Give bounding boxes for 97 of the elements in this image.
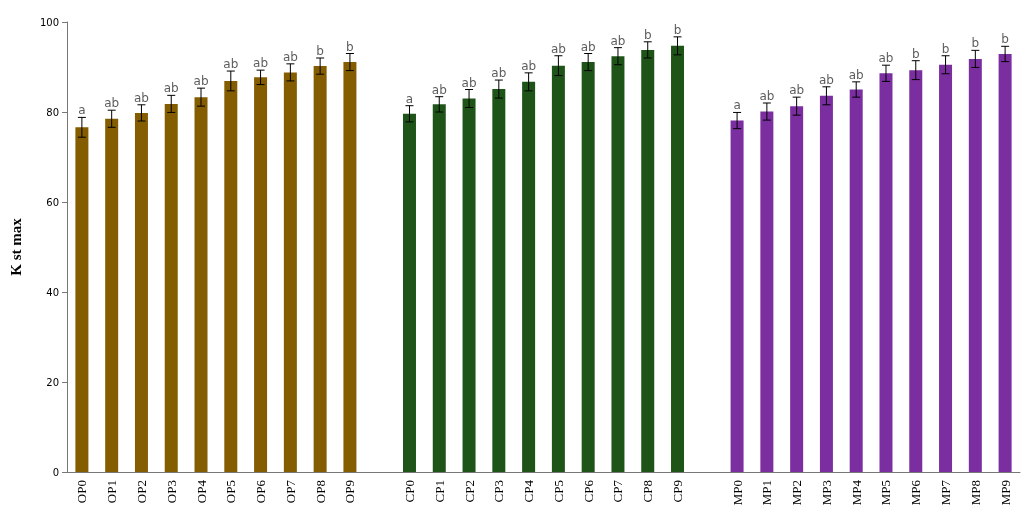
- bar: [75, 127, 89, 472]
- x-tick-label: CP8: [640, 480, 656, 503]
- x-tick-label: CP2: [461, 480, 477, 503]
- annotation: ab: [848, 67, 864, 82]
- x-tick-label: MP8: [967, 480, 983, 506]
- bar: [551, 65, 565, 472]
- annotation: ab: [461, 75, 477, 90]
- x-tick-label: MP0: [729, 480, 745, 506]
- x-tick-label: MP6: [908, 479, 924, 506]
- annotation: ab: [878, 51, 894, 66]
- bar: [254, 77, 268, 472]
- bar: [283, 72, 297, 472]
- x-tick-label: OP9: [342, 480, 358, 504]
- annotation: ab: [193, 74, 209, 89]
- annotation: b: [971, 36, 980, 51]
- bar: [194, 97, 208, 472]
- bar: [313, 66, 327, 472]
- bar: [849, 89, 863, 472]
- bar: [224, 80, 238, 472]
- annotation: ab: [282, 49, 298, 64]
- x-tick-label: OP0: [74, 480, 90, 504]
- x-tick-label: OP2: [133, 480, 149, 504]
- bar: [343, 62, 357, 472]
- annotation: b: [941, 41, 950, 56]
- x-tick-label: OP6: [253, 479, 269, 504]
- bar: [671, 45, 685, 472]
- annotation: ab: [491, 66, 507, 81]
- x-tick-label: CP9: [670, 480, 686, 503]
- bar: [730, 120, 744, 472]
- bar: [760, 111, 774, 472]
- bar: [522, 81, 536, 472]
- bar: [909, 70, 923, 472]
- x-tick-label: MP1: [759, 480, 775, 506]
- annotation: b: [1001, 32, 1009, 47]
- annotation: a: [78, 103, 86, 118]
- bar: [790, 106, 804, 472]
- x-tick-label: MP7: [938, 479, 954, 506]
- annotation: b: [911, 46, 920, 61]
- annotation: ab: [431, 82, 447, 97]
- y-tick-label: 40: [46, 286, 59, 298]
- annotation: a: [733, 98, 741, 113]
- x-tick-label: OP5: [223, 480, 239, 504]
- annotation: b: [346, 39, 354, 54]
- bar: [164, 103, 178, 472]
- bar: [968, 58, 982, 472]
- x-tick-label: MP3: [818, 480, 834, 506]
- x-tick-label: CP7: [610, 479, 626, 503]
- annotation: ab: [610, 33, 626, 48]
- annotation: ab: [253, 56, 269, 71]
- x-tick-label: CP5: [550, 480, 566, 503]
- annotation: b: [673, 22, 682, 37]
- bar: [611, 56, 625, 472]
- bar: [492, 89, 506, 472]
- bar: [879, 73, 893, 472]
- x-tick-label: CP3: [491, 480, 507, 503]
- x-tick-label: MP5: [878, 480, 894, 506]
- bar: [641, 49, 655, 472]
- annotation: ab: [133, 90, 149, 105]
- bar: [819, 95, 833, 472]
- annotation: b: [643, 27, 652, 42]
- bar: [462, 98, 476, 472]
- annotation: ab: [550, 41, 566, 56]
- y-tick-label: 80: [46, 106, 59, 118]
- annotation: ab: [163, 81, 179, 96]
- x-tick-label: OP1: [104, 480, 120, 504]
- bar: [939, 64, 953, 472]
- annotation: ab: [521, 58, 537, 73]
- x-tick-label: CP6: [580, 479, 596, 503]
- x-tick-label: OP7: [282, 479, 298, 504]
- y-tick-label: 0: [52, 466, 59, 478]
- x-tick-label: MP4: [848, 479, 864, 506]
- annotation: a: [405, 91, 414, 106]
- annotation: ab: [580, 39, 596, 54]
- x-tick-label: OP8: [312, 480, 328, 504]
- annotation: ab: [818, 72, 834, 87]
- x-tick-label: CP4: [521, 479, 537, 503]
- bar: [432, 104, 446, 472]
- bar: [134, 112, 148, 472]
- x-tick-label: MP2: [789, 480, 805, 506]
- y-tick-label: 60: [46, 196, 59, 208]
- x-tick-label: CP1: [431, 480, 447, 503]
- annotation: ab: [223, 57, 239, 72]
- bar: [998, 53, 1012, 472]
- x-tick-label: OP3: [163, 480, 179, 504]
- bar: [105, 118, 119, 472]
- y-tick-label: 100: [39, 16, 59, 28]
- annotation: b: [316, 44, 324, 58]
- annotation: ab: [759, 89, 775, 103]
- bar: [581, 62, 595, 472]
- y-axis-title: K st max: [7, 217, 24, 276]
- bar: [402, 113, 416, 472]
- x-tick-label: MP9: [997, 480, 1013, 506]
- x-tick-label: OP4: [193, 479, 209, 504]
- y-tick-label: 20: [46, 376, 59, 388]
- x-tick-label: CP0: [401, 480, 417, 503]
- annotation: ab: [789, 83, 805, 98]
- annotation: ab: [104, 96, 120, 111]
